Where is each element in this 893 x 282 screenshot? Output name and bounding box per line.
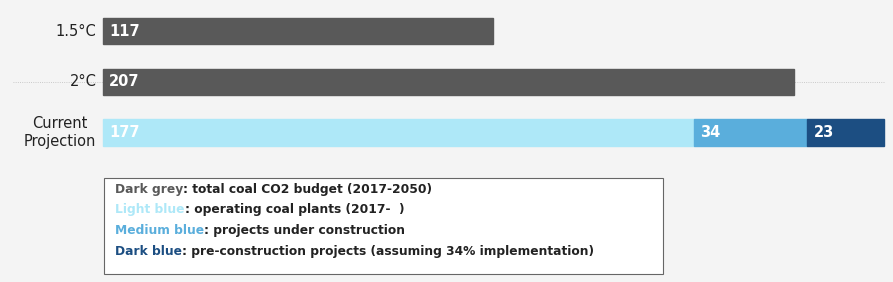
Text: 117: 117 [109,23,139,39]
Text: 23: 23 [814,125,834,140]
Text: 2°C: 2°C [70,74,96,89]
Text: 1.5°C: 1.5°C [55,23,96,39]
Text: 177: 177 [109,125,139,140]
Text: 207: 207 [109,74,139,89]
Bar [807,119,884,146]
Bar [103,69,794,95]
Text: Light blue: Light blue [115,204,185,217]
Text: Medium blue: Medium blue [115,224,204,237]
Text: : operating coal plants (2017-  ): : operating coal plants (2017- ) [185,204,405,217]
Bar [103,18,493,44]
Bar [103,119,694,146]
Text: Dark blue: Dark blue [115,245,182,258]
Text: Current
Projection: Current Projection [24,116,96,149]
Text: : total coal CO2 budget (2017-2050): : total coal CO2 budget (2017-2050) [183,183,432,196]
Text: Dark grey: Dark grey [115,183,183,196]
Text: : projects under construction: : projects under construction [204,224,405,237]
Text: 34: 34 [700,125,721,140]
Bar [694,119,807,146]
Text: : pre-construction projects (assuming 34% implementation): : pre-construction projects (assuming 34… [182,245,594,258]
